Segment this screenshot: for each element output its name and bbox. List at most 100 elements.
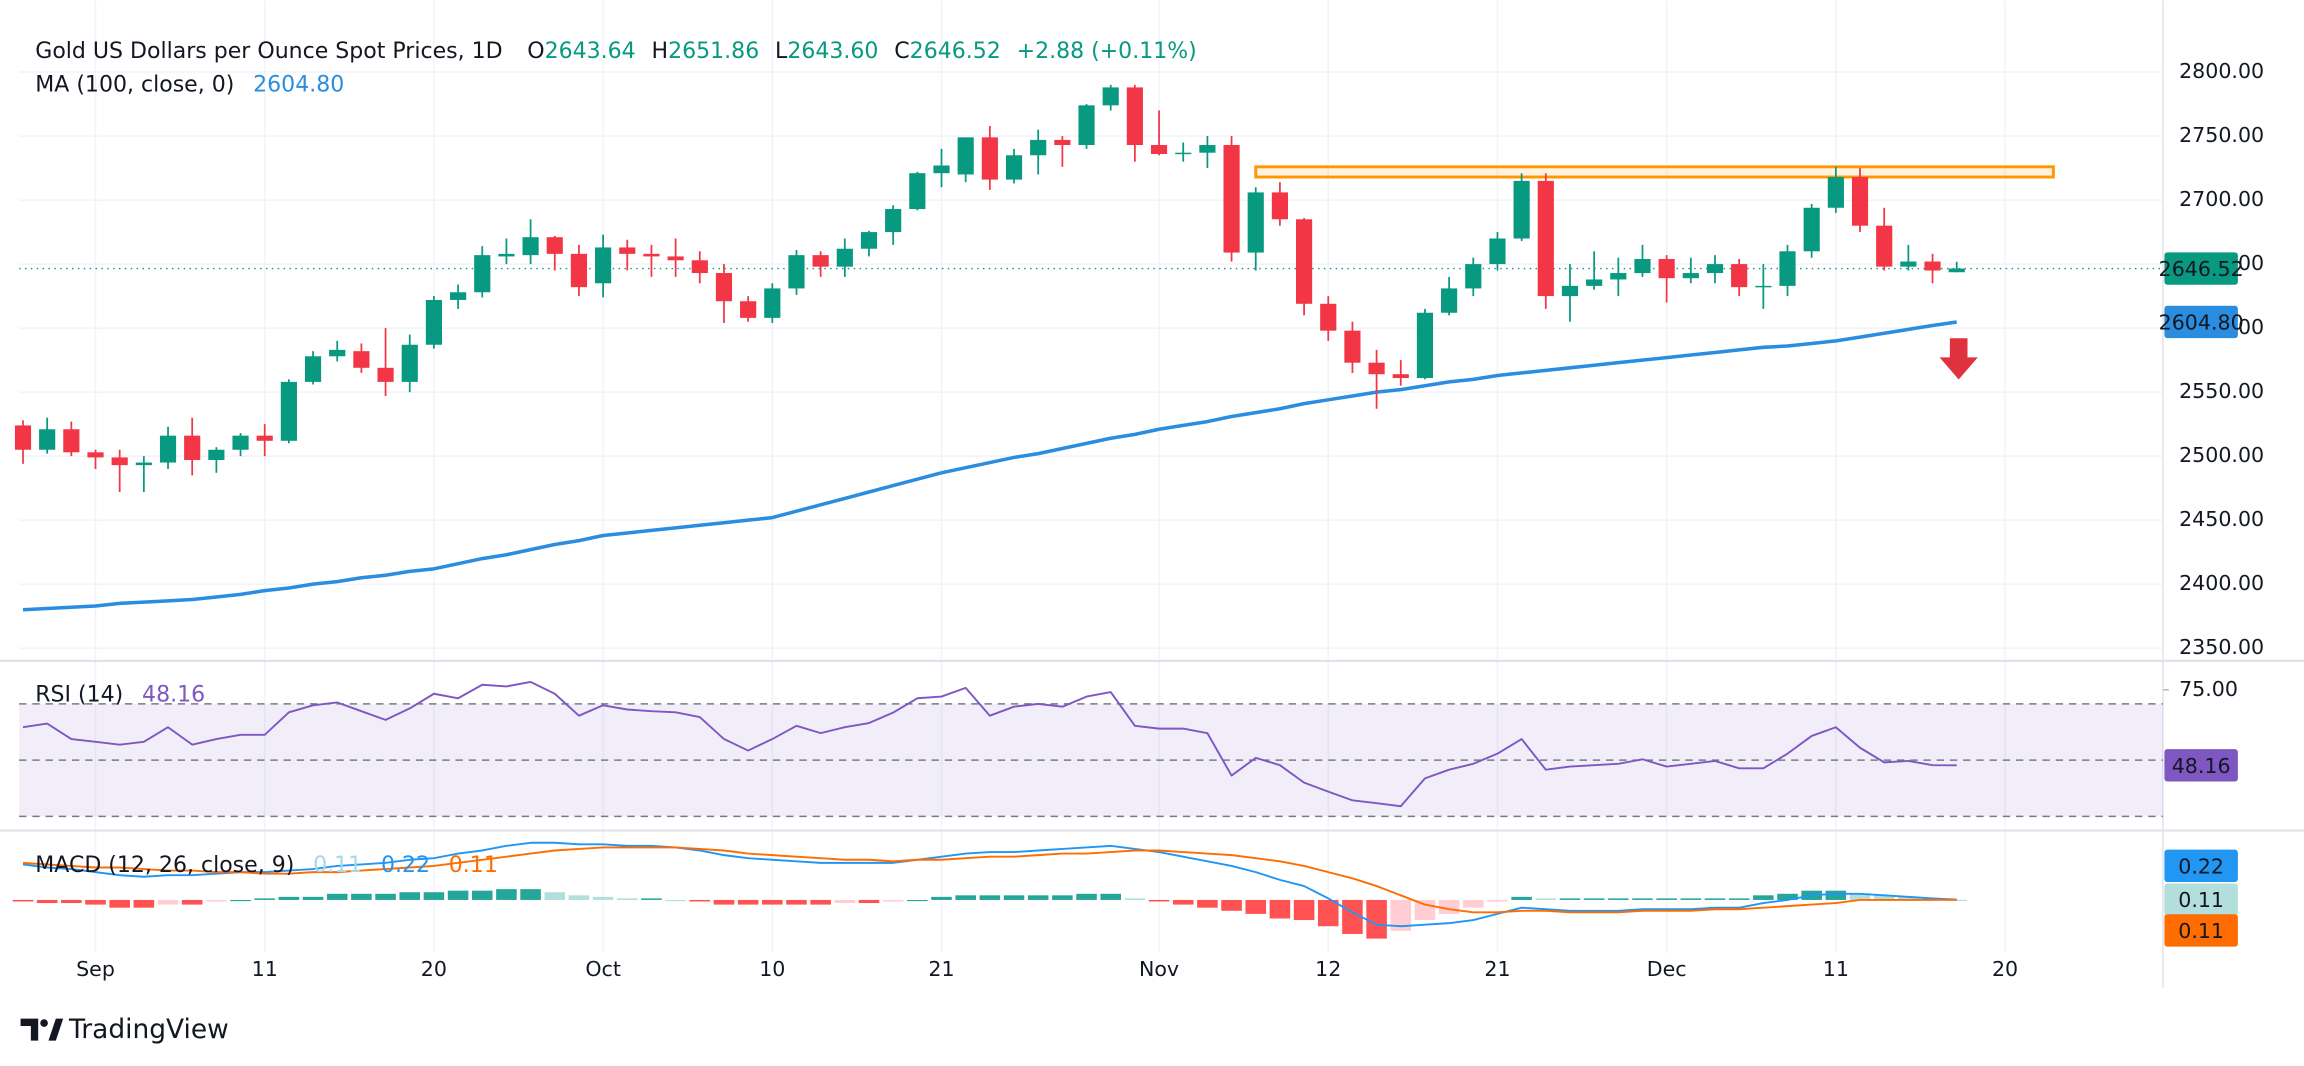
macd-line xyxy=(22,841,1957,928)
rsi-line xyxy=(22,680,1957,808)
macd-histogram-bar xyxy=(1608,898,1629,900)
macd-histogram-bar xyxy=(278,896,300,900)
candle-body xyxy=(14,425,32,450)
macd-histogram-bar xyxy=(447,890,469,900)
macd-histogram-bar xyxy=(1656,898,1677,900)
ma-tag-bg xyxy=(2164,305,2238,339)
candle-body xyxy=(1731,264,1748,288)
candle-body xyxy=(981,137,998,180)
macd-histogram-bar xyxy=(1873,895,1895,900)
candle-body xyxy=(1126,87,1143,146)
macd-histogram-bar xyxy=(1221,899,1242,911)
candle-body xyxy=(909,173,926,210)
macd-histogram-bar xyxy=(616,898,638,900)
macd-histogram-bar xyxy=(1269,899,1291,919)
candle-body xyxy=(1030,139,1047,156)
rsi-tick-label: 75.00 xyxy=(2179,677,2238,701)
candle-body xyxy=(1900,261,1917,267)
candle-body xyxy=(522,237,539,256)
last-price-tag-bg xyxy=(2164,252,2238,285)
x-tick-label: Dec xyxy=(1647,957,1687,981)
ohlc-value: 2643.64 xyxy=(545,39,636,64)
macd-histogram-bar xyxy=(568,895,590,900)
macd-histogram-bar xyxy=(12,899,34,902)
macd-histogram-bar xyxy=(351,893,372,900)
moving-average-line xyxy=(22,320,1957,612)
candle-body xyxy=(643,253,660,257)
candle-body xyxy=(1827,177,1844,208)
candle-body xyxy=(39,429,56,450)
macd-histogram-bar xyxy=(399,892,421,900)
macd-histogram-bar xyxy=(544,892,566,900)
candle-body xyxy=(764,288,781,318)
y-tick-label: 2550.00 xyxy=(2179,379,2264,403)
macd-histogram-bar xyxy=(375,893,396,900)
hist-value: 0.11 xyxy=(313,853,362,878)
macd-histogram-bar xyxy=(858,899,880,904)
macd-histogram-bar xyxy=(1197,899,1218,908)
macd-histogram-bar xyxy=(254,898,275,900)
candle-body xyxy=(1658,258,1675,279)
x-tick-label: 10 xyxy=(759,957,785,981)
macd-histogram-bar xyxy=(786,899,807,905)
candle-body xyxy=(1078,105,1095,146)
candle-body xyxy=(1150,145,1168,154)
rsi-value: 48.16 xyxy=(142,682,205,707)
macd-histogram-bar xyxy=(85,899,106,905)
candle-body xyxy=(280,381,297,441)
x-tick-label: 21 xyxy=(1484,957,1510,981)
logo-dot xyxy=(40,1019,48,1027)
candle-body xyxy=(860,232,878,249)
macd-histogram-bar xyxy=(1487,899,1508,902)
macd-tag-bg xyxy=(2164,849,2238,882)
macd-histogram-bar xyxy=(1293,899,1315,921)
macd-histogram-bar xyxy=(810,899,831,905)
macd-histogram-bar xyxy=(1849,893,1871,900)
candle-body xyxy=(1296,219,1313,304)
candle-body xyxy=(1561,285,1579,297)
logo-shape xyxy=(48,1018,64,1041)
macd-histogram-bar xyxy=(1414,899,1436,921)
macd-name: MACD (12, 26, close, 9) xyxy=(35,853,294,878)
candle-body xyxy=(836,248,853,267)
macd-histogram-bar xyxy=(36,899,58,904)
signal-tag-bg xyxy=(2164,914,2238,947)
macd-histogram-bar xyxy=(1777,893,1798,900)
candle-body xyxy=(1247,192,1264,253)
macd-histogram-bar xyxy=(133,899,155,908)
candle-body xyxy=(1392,374,1409,379)
macd-histogram-bar xyxy=(713,899,735,905)
macd-histogram-bar xyxy=(689,899,711,902)
macd-histogram-bar xyxy=(1027,895,1049,900)
resistance-zone xyxy=(1254,165,2055,179)
macd-histogram-bar xyxy=(1898,896,1919,900)
candle-body xyxy=(1924,261,1941,271)
rsi-name: RSI (14) xyxy=(35,682,123,707)
x-tick-label: Sep xyxy=(76,957,115,981)
candle-body xyxy=(1489,238,1506,265)
candle-body xyxy=(232,435,249,450)
rsi-tag: 48.16 xyxy=(2172,754,2231,778)
macd-histogram-bar xyxy=(423,892,445,900)
ohlc-key: L xyxy=(775,39,788,64)
change-value: +2.88 (+0.11%) xyxy=(1017,39,1197,64)
candle-body xyxy=(1199,145,1216,153)
candle-body xyxy=(1876,225,1893,267)
macd-histogram-bar xyxy=(1124,898,1146,900)
ohlc-value: 2646.52 xyxy=(910,39,1001,64)
x-tick-label: 20 xyxy=(1992,957,2018,981)
candle-body xyxy=(570,253,588,288)
candle-body xyxy=(63,429,80,453)
macd-histogram-bar xyxy=(1172,899,1194,905)
chart-title: Gold US Dollars per Ounce Spot Prices, 1… xyxy=(35,39,502,64)
brand-logo xyxy=(20,1018,64,1041)
macd-histogram-bar xyxy=(592,896,614,900)
macd-histogram-bar xyxy=(1148,899,1170,902)
candle-body xyxy=(1320,303,1337,331)
candle-body xyxy=(256,435,273,441)
y-tick-label: 2450.00 xyxy=(2179,507,2264,531)
macd-histogram-bar xyxy=(302,896,324,900)
macd-histogram-bar xyxy=(1680,898,1702,900)
hist-tag-bg xyxy=(2164,883,2238,916)
macd-histogram-bar xyxy=(665,899,686,902)
